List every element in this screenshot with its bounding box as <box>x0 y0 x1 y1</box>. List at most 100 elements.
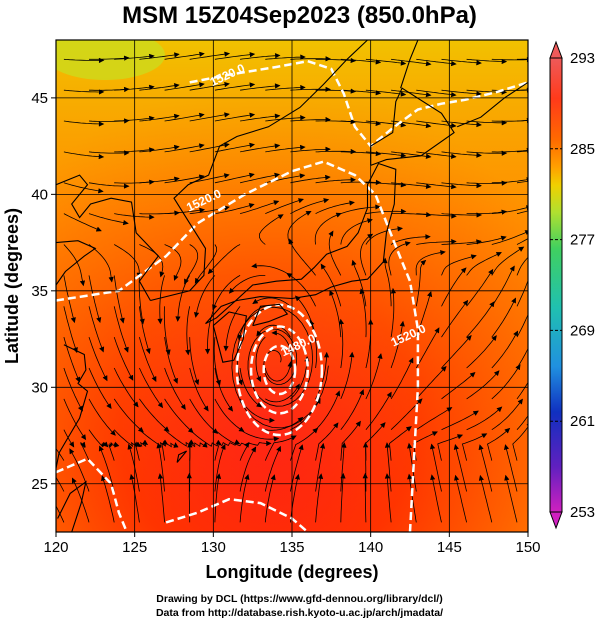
streamline-arrow <box>249 82 256 88</box>
streamline-arrow <box>481 433 488 439</box>
streamline <box>189 83 230 91</box>
colorbar-scale <box>549 57 563 513</box>
streamline <box>214 53 255 60</box>
streamline-arrow <box>249 112 256 118</box>
streamline-arrow <box>151 376 157 383</box>
streamline <box>113 306 129 353</box>
streamline <box>113 336 134 381</box>
coastline-segment <box>400 40 419 89</box>
streamline-arrow <box>47 442 51 447</box>
streamline-arrow <box>476 60 482 66</box>
streamline-arrow <box>453 444 459 450</box>
streamline <box>491 298 516 338</box>
streamline <box>214 114 255 122</box>
streamline <box>491 266 515 307</box>
streamline-arrow <box>425 153 432 159</box>
coastline-segment <box>56 174 160 301</box>
streamline-arrow <box>207 268 214 275</box>
streamline-arrow <box>489 301 495 307</box>
streamline-arrow <box>224 82 230 88</box>
streamline <box>466 269 494 307</box>
streamline <box>239 367 262 408</box>
streamline <box>516 279 528 307</box>
streamline <box>365 353 382 400</box>
colorbar-tick-label: 285 <box>570 141 595 158</box>
streamline-arrow <box>325 146 331 152</box>
streamline-arrow <box>518 246 525 252</box>
y-tick-label: 35 <box>31 283 48 300</box>
streamline-arrow <box>377 353 383 359</box>
streamline-arrow <box>359 389 364 396</box>
streamline <box>415 251 445 276</box>
streamline-arrow <box>427 291 433 297</box>
x-tick-label: 125 <box>122 539 147 556</box>
streamline <box>164 209 205 214</box>
streamline-arrow <box>476 122 482 128</box>
streamline <box>130 474 140 523</box>
streamline <box>56 448 65 461</box>
streamline <box>164 83 204 91</box>
streamline-arrow <box>333 422 339 429</box>
streamline <box>466 120 507 124</box>
streamline <box>315 422 339 461</box>
streamline <box>63 367 83 411</box>
streamline-arrow <box>244 441 250 448</box>
streamline-arrow <box>173 113 180 119</box>
streamline <box>63 306 78 353</box>
streamline <box>365 89 406 95</box>
streamline-arrow <box>476 91 482 97</box>
streamline-arrow <box>194 311 200 318</box>
streamline <box>164 175 204 184</box>
streamline-arrow <box>270 474 276 481</box>
streamline-arrow <box>407 442 413 449</box>
streamline-arrow <box>98 121 105 127</box>
streamline <box>164 114 204 122</box>
streamline <box>164 144 204 153</box>
streamline-arrow <box>488 268 494 275</box>
streamline <box>113 398 144 433</box>
streamline <box>265 146 305 153</box>
streamline <box>466 151 507 154</box>
streamline <box>516 238 528 245</box>
streamline <box>516 256 528 276</box>
streamline-arrow <box>496 252 502 257</box>
streamline-arrow <box>450 123 457 129</box>
streamline <box>364 473 367 523</box>
streamline-arrow <box>323 198 330 204</box>
streamline-arrow <box>108 276 114 283</box>
streamline <box>365 182 406 186</box>
streamline-arrow <box>380 422 386 428</box>
streamline-arrow <box>223 345 229 352</box>
streamline <box>290 176 330 184</box>
streamline-arrow <box>256 376 261 383</box>
streamline <box>265 56 305 60</box>
streamline-arrow <box>119 317 125 324</box>
streamline-arrow <box>511 297 516 304</box>
streamline <box>207 306 216 354</box>
streamline-arrow <box>513 330 519 337</box>
streamline <box>329 290 342 338</box>
streamline-arrow <box>273 200 280 206</box>
streamline <box>265 384 300 403</box>
streamline-arrow <box>224 51 231 57</box>
streamline-arrow <box>173 52 180 58</box>
streamline-arrow <box>203 405 209 412</box>
streamline <box>328 231 342 276</box>
streamline <box>516 180 528 184</box>
streamline-arrow <box>156 442 162 449</box>
streamline <box>391 58 431 65</box>
streamline <box>320 264 342 307</box>
streamline <box>139 367 163 408</box>
streamline-arrow <box>470 254 477 260</box>
colorbar-tick-label: 277 <box>570 232 595 249</box>
streamline-arrow <box>400 152 407 158</box>
streamline <box>265 417 303 431</box>
streamline-arrow <box>138 427 144 433</box>
streamline <box>63 120 104 125</box>
streamline <box>315 474 322 523</box>
streamline <box>89 57 129 60</box>
streamline <box>163 306 170 355</box>
colorbar-top-arrow <box>549 40 563 59</box>
streamline <box>290 58 331 60</box>
